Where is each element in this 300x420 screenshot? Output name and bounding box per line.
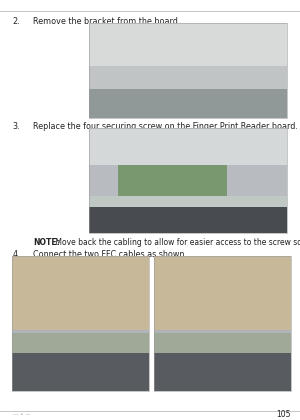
Bar (88, 128, 286, 233)
Text: — • —: — • — (13, 412, 31, 417)
Text: NOTE:: NOTE: (33, 238, 60, 247)
Bar (12, 256, 149, 330)
Bar (88, 207, 286, 233)
Text: Replace the four securing screw on the Finger Print Reader board.: Replace the four securing screw on the F… (33, 122, 298, 131)
Bar (12, 256, 149, 391)
Bar (154, 256, 291, 330)
Bar (88, 128, 286, 233)
Bar (88, 23, 286, 66)
Text: 4.: 4. (13, 250, 20, 259)
Bar (154, 350, 291, 391)
Bar (88, 128, 286, 165)
Bar (88, 66, 286, 89)
Bar (118, 165, 227, 202)
Text: 3.: 3. (13, 122, 20, 131)
Bar (88, 23, 286, 118)
Text: Move back the cabling to allow for easier access to the screw sockets.: Move back the cabling to allow for easie… (53, 238, 300, 247)
Text: 105: 105 (277, 410, 291, 419)
Bar (154, 256, 291, 391)
Bar (88, 75, 286, 118)
Bar (88, 23, 286, 118)
Bar (12, 333, 149, 353)
Bar (154, 256, 291, 391)
Text: Remove the bracket from the board.: Remove the bracket from the board. (33, 17, 180, 26)
Text: Connect the two FFC cables as shown.: Connect the two FFC cables as shown. (33, 250, 187, 259)
Text: 2.: 2. (13, 17, 20, 26)
Bar (154, 333, 291, 353)
Bar (88, 197, 286, 207)
Bar (12, 256, 149, 391)
Bar (12, 350, 149, 391)
